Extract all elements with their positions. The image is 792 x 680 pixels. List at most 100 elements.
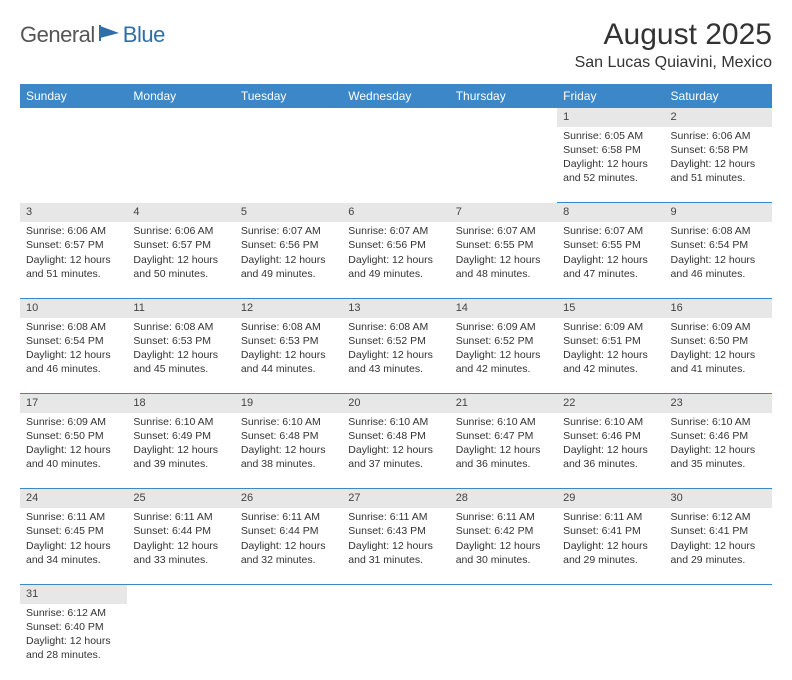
day-cell bbox=[235, 127, 342, 203]
day-cell: Sunrise: 6:10 AMSunset: 6:47 PMDaylight:… bbox=[450, 413, 557, 489]
day-number-cell bbox=[342, 584, 449, 603]
daylight-line: Daylight: 12 hours and 30 minutes. bbox=[456, 539, 551, 567]
daynum-row: 12 bbox=[20, 108, 772, 127]
day-cell: Sunrise: 6:08 AMSunset: 6:53 PMDaylight:… bbox=[127, 318, 234, 394]
day-cell: Sunrise: 6:06 AMSunset: 6:57 PMDaylight:… bbox=[127, 222, 234, 298]
daylight-line: Daylight: 12 hours and 46 minutes. bbox=[671, 253, 766, 281]
day-number-cell: 13 bbox=[342, 298, 449, 317]
sunrise-line: Sunrise: 6:07 AM bbox=[241, 224, 336, 238]
day-cell: Sunrise: 6:06 AMSunset: 6:58 PMDaylight:… bbox=[665, 127, 772, 203]
day-number-cell: 15 bbox=[557, 298, 664, 317]
daylight-line: Daylight: 12 hours and 49 minutes. bbox=[348, 253, 443, 281]
sunrise-line: Sunrise: 6:11 AM bbox=[563, 510, 658, 524]
day-number-cell: 4 bbox=[127, 203, 234, 222]
weekday-header: Monday bbox=[127, 84, 234, 108]
day-number-cell: 31 bbox=[20, 584, 127, 603]
day-number-cell: 30 bbox=[665, 489, 772, 508]
title-block: August 2025 San Lucas Quiavini, Mexico bbox=[575, 18, 772, 72]
week-row: Sunrise: 6:08 AMSunset: 6:54 PMDaylight:… bbox=[20, 318, 772, 394]
day-number-cell: 3 bbox=[20, 203, 127, 222]
sunset-line: Sunset: 6:44 PM bbox=[241, 524, 336, 538]
daylight-line: Daylight: 12 hours and 40 minutes. bbox=[26, 443, 121, 471]
day-number-cell bbox=[557, 584, 664, 603]
day-number-cell: 9 bbox=[665, 203, 772, 222]
day-cell bbox=[450, 127, 557, 203]
logo-text-blue: Blue bbox=[123, 22, 165, 48]
day-cell: Sunrise: 6:12 AMSunset: 6:41 PMDaylight:… bbox=[665, 508, 772, 584]
daylight-line: Daylight: 12 hours and 31 minutes. bbox=[348, 539, 443, 567]
day-cell: Sunrise: 6:10 AMSunset: 6:46 PMDaylight:… bbox=[557, 413, 664, 489]
weekday-header: Tuesday bbox=[235, 84, 342, 108]
day-cell bbox=[342, 604, 449, 680]
sunset-line: Sunset: 6:55 PM bbox=[563, 238, 658, 252]
daylight-line: Daylight: 12 hours and 50 minutes. bbox=[133, 253, 228, 281]
daylight-line: Daylight: 12 hours and 44 minutes. bbox=[241, 348, 336, 376]
daylight-line: Daylight: 12 hours and 45 minutes. bbox=[133, 348, 228, 376]
daylight-line: Daylight: 12 hours and 35 minutes. bbox=[671, 443, 766, 471]
sunrise-line: Sunrise: 6:06 AM bbox=[26, 224, 121, 238]
daynum-row: 24252627282930 bbox=[20, 489, 772, 508]
week-row: Sunrise: 6:11 AMSunset: 6:45 PMDaylight:… bbox=[20, 508, 772, 584]
daylight-line: Daylight: 12 hours and 47 minutes. bbox=[563, 253, 658, 281]
day-number-cell: 1 bbox=[557, 108, 664, 127]
sunrise-line: Sunrise: 6:07 AM bbox=[563, 224, 658, 238]
day-cell bbox=[127, 127, 234, 203]
sunset-line: Sunset: 6:53 PM bbox=[133, 334, 228, 348]
sunset-line: Sunset: 6:47 PM bbox=[456, 429, 551, 443]
day-number-cell: 26 bbox=[235, 489, 342, 508]
week-row: Sunrise: 6:12 AMSunset: 6:40 PMDaylight:… bbox=[20, 604, 772, 680]
sunrise-line: Sunrise: 6:08 AM bbox=[241, 320, 336, 334]
sunrise-line: Sunrise: 6:09 AM bbox=[563, 320, 658, 334]
day-cell: Sunrise: 6:10 AMSunset: 6:46 PMDaylight:… bbox=[665, 413, 772, 489]
location: San Lucas Quiavini, Mexico bbox=[575, 54, 772, 72]
sunset-line: Sunset: 6:53 PM bbox=[241, 334, 336, 348]
day-number-cell: 28 bbox=[450, 489, 557, 508]
day-number-cell: 23 bbox=[665, 394, 772, 413]
day-cell: Sunrise: 6:07 AMSunset: 6:56 PMDaylight:… bbox=[342, 222, 449, 298]
daynum-row: 10111213141516 bbox=[20, 298, 772, 317]
day-cell: Sunrise: 6:10 AMSunset: 6:48 PMDaylight:… bbox=[342, 413, 449, 489]
daylight-line: Daylight: 12 hours and 39 minutes. bbox=[133, 443, 228, 471]
daylight-line: Daylight: 12 hours and 32 minutes. bbox=[241, 539, 336, 567]
day-cell bbox=[450, 604, 557, 680]
weekday-header-row: SundayMondayTuesdayWednesdayThursdayFrid… bbox=[20, 84, 772, 108]
day-number-cell: 2 bbox=[665, 108, 772, 127]
day-cell: Sunrise: 6:09 AMSunset: 6:51 PMDaylight:… bbox=[557, 318, 664, 394]
sunrise-line: Sunrise: 6:11 AM bbox=[456, 510, 551, 524]
day-number-cell bbox=[127, 108, 234, 127]
day-number-cell: 8 bbox=[557, 203, 664, 222]
sunrise-line: Sunrise: 6:11 AM bbox=[26, 510, 121, 524]
sunset-line: Sunset: 6:52 PM bbox=[348, 334, 443, 348]
sunrise-line: Sunrise: 6:09 AM bbox=[671, 320, 766, 334]
sunset-line: Sunset: 6:58 PM bbox=[563, 143, 658, 157]
day-number-cell bbox=[665, 584, 772, 603]
day-number-cell: 25 bbox=[127, 489, 234, 508]
sunrise-line: Sunrise: 6:07 AM bbox=[348, 224, 443, 238]
day-number-cell bbox=[20, 108, 127, 127]
week-row: Sunrise: 6:06 AMSunset: 6:57 PMDaylight:… bbox=[20, 222, 772, 298]
day-cell: Sunrise: 6:11 AMSunset: 6:42 PMDaylight:… bbox=[450, 508, 557, 584]
sunset-line: Sunset: 6:43 PM bbox=[348, 524, 443, 538]
day-number-cell bbox=[235, 584, 342, 603]
daylight-line: Daylight: 12 hours and 36 minutes. bbox=[456, 443, 551, 471]
week-row: Sunrise: 6:09 AMSunset: 6:50 PMDaylight:… bbox=[20, 413, 772, 489]
sunset-line: Sunset: 6:48 PM bbox=[348, 429, 443, 443]
day-cell: Sunrise: 6:09 AMSunset: 6:52 PMDaylight:… bbox=[450, 318, 557, 394]
sunset-line: Sunset: 6:50 PM bbox=[26, 429, 121, 443]
day-cell: Sunrise: 6:10 AMSunset: 6:48 PMDaylight:… bbox=[235, 413, 342, 489]
daylight-line: Daylight: 12 hours and 46 minutes. bbox=[26, 348, 121, 376]
sunrise-line: Sunrise: 6:05 AM bbox=[563, 129, 658, 143]
sunrise-line: Sunrise: 6:08 AM bbox=[348, 320, 443, 334]
sunset-line: Sunset: 6:48 PM bbox=[241, 429, 336, 443]
day-cell: Sunrise: 6:09 AMSunset: 6:50 PMDaylight:… bbox=[20, 413, 127, 489]
sunrise-line: Sunrise: 6:08 AM bbox=[133, 320, 228, 334]
day-cell bbox=[127, 604, 234, 680]
sunset-line: Sunset: 6:54 PM bbox=[671, 238, 766, 252]
daylight-line: Daylight: 12 hours and 42 minutes. bbox=[456, 348, 551, 376]
day-cell bbox=[557, 604, 664, 680]
daylight-line: Daylight: 12 hours and 37 minutes. bbox=[348, 443, 443, 471]
daylight-line: Daylight: 12 hours and 43 minutes. bbox=[348, 348, 443, 376]
day-cell: Sunrise: 6:05 AMSunset: 6:58 PMDaylight:… bbox=[557, 127, 664, 203]
sunrise-line: Sunrise: 6:07 AM bbox=[456, 224, 551, 238]
day-number-cell: 29 bbox=[557, 489, 664, 508]
